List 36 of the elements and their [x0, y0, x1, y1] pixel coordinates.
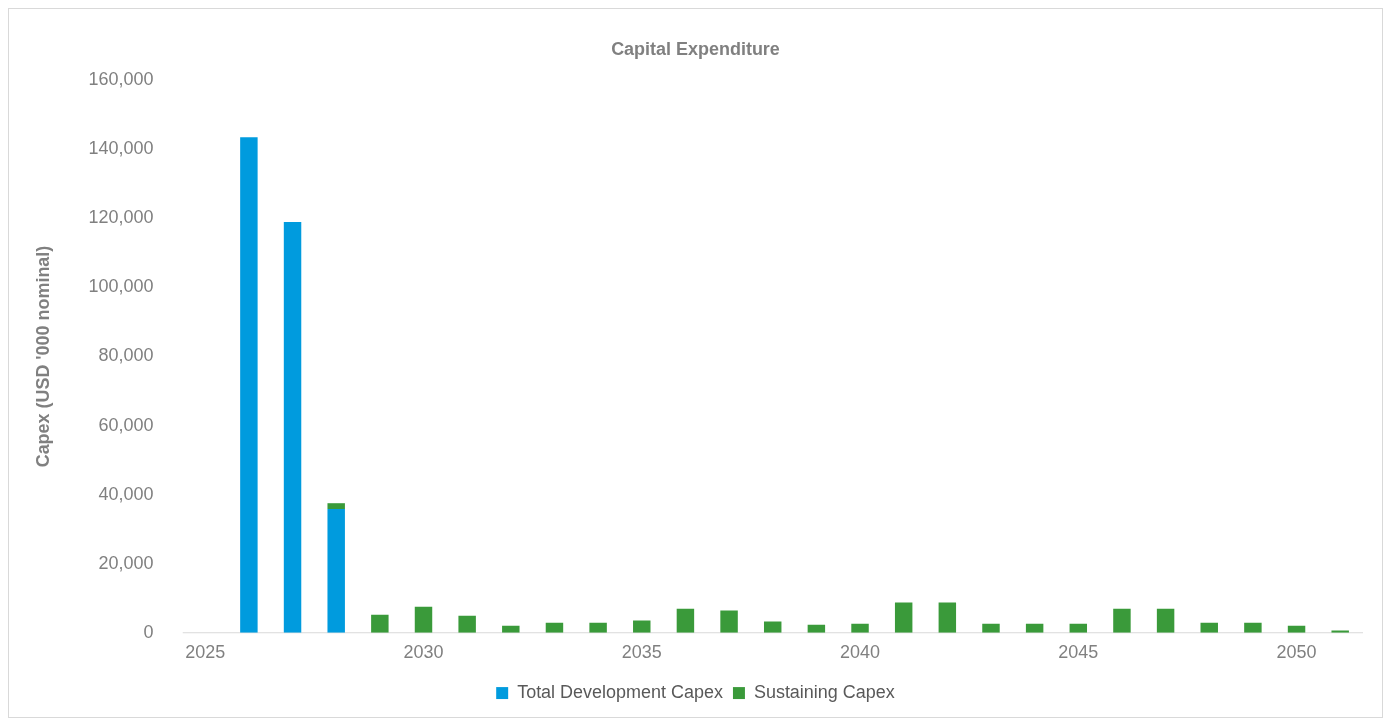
legend-label: Total Development Capex: [517, 682, 723, 703]
x-tick-label: 2050: [1276, 642, 1317, 663]
y-tick-label: 160,000: [88, 69, 154, 90]
y-tick-label: 0: [143, 621, 154, 642]
x-tick-label: 2030: [403, 642, 444, 663]
bar: [1156, 608, 1175, 633]
bar: [371, 614, 389, 633]
legend-label: Sustaining Capex: [753, 682, 895, 703]
bar: [894, 602, 913, 633]
y-axis-title: Capex (USD '000 nominal): [32, 245, 53, 468]
bar: [240, 137, 258, 633]
bar: [676, 608, 695, 633]
bar: [851, 623, 869, 633]
bar: [982, 623, 1000, 633]
y-tick-label: 80,000: [98, 345, 154, 366]
x-tick-label: 2035: [621, 642, 662, 663]
bar: [414, 606, 433, 633]
y-tick-label: 60,000: [98, 414, 154, 435]
y-tick-label: 100,000: [88, 276, 154, 297]
bar: [720, 610, 738, 633]
x-tick-label: 2040: [840, 642, 881, 663]
y-tick-label: 40,000: [98, 483, 154, 504]
x-tick-label: 2025: [185, 642, 226, 663]
y-tick-label: 140,000: [88, 138, 154, 159]
x-tick-label: 2045: [1058, 642, 1099, 663]
bar: [938, 602, 957, 633]
chart-title: Capital Expenditure: [611, 38, 780, 59]
bar: [327, 509, 345, 633]
bar: [327, 503, 345, 510]
bar: [458, 615, 476, 633]
y-tick-label: 120,000: [88, 207, 154, 228]
bar: [283, 221, 302, 633]
bar: [589, 622, 607, 633]
bar: [1113, 608, 1131, 633]
y-tick-label: 20,000: [98, 552, 154, 573]
bar: [1244, 622, 1262, 633]
